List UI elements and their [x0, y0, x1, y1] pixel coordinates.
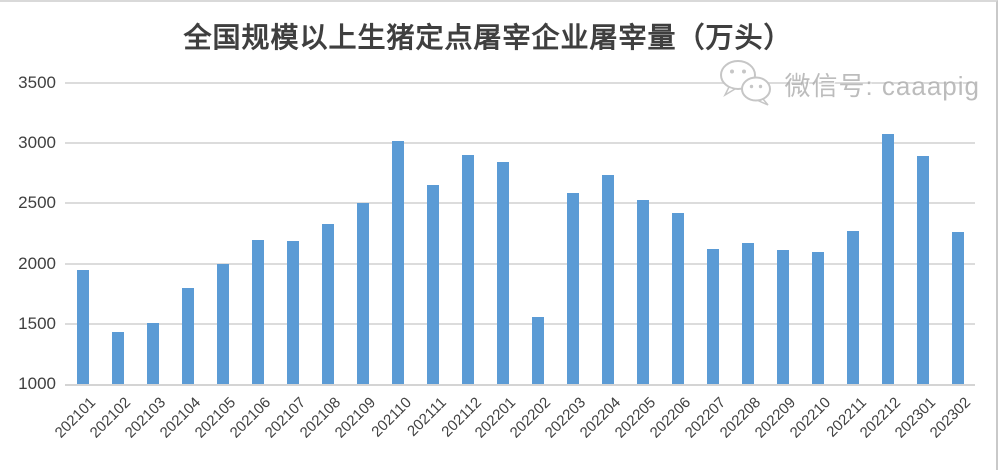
bar-202110 — [391, 140, 404, 384]
bar-202101 — [76, 269, 89, 384]
gridline-2500 — [65, 202, 975, 205]
bar-202104 — [181, 287, 194, 384]
gridline-2000 — [65, 262, 975, 265]
y-axis-tick-label: 2500 — [18, 193, 56, 213]
bar-202111 — [426, 185, 439, 384]
bar-202206 — [671, 213, 684, 384]
y-axis-tick-label: 1500 — [18, 313, 56, 333]
bar-202203 — [566, 192, 579, 384]
bar-202108 — [321, 223, 334, 384]
gridline-1500 — [65, 322, 975, 325]
bar-202201 — [496, 161, 509, 384]
plot-area — [65, 82, 975, 386]
bar-202102 — [111, 332, 124, 384]
x-axis-line — [65, 384, 975, 386]
bar-202109 — [356, 202, 369, 384]
y-axis-tick-label: 1000 — [18, 374, 56, 393]
bar-202105 — [216, 263, 229, 384]
bar-202207 — [706, 249, 719, 384]
bar-202205 — [636, 199, 649, 384]
y-axis-tick-label: 3000 — [18, 133, 56, 153]
bar-202212 — [881, 133, 894, 384]
gridline-3000 — [65, 142, 975, 145]
bar-202112 — [461, 155, 474, 384]
y-axis-tick-label: 3500 — [18, 73, 56, 92]
chart-title: 全国规模以上生猪定点屠宰企业屠宰量（万头） — [183, 23, 793, 54]
bar-202301 — [916, 155, 929, 384]
bar-202210 — [811, 251, 824, 384]
bar-202204 — [601, 174, 614, 384]
bar-202106 — [251, 239, 264, 384]
bar-202107 — [286, 240, 299, 384]
bar-202208 — [741, 243, 754, 384]
y-axis-tick-label: 2000 — [18, 253, 56, 273]
bar-202103 — [146, 323, 159, 384]
gridline-3500 — [65, 82, 975, 84]
bar-202202 — [531, 316, 544, 384]
bar-202211 — [846, 231, 859, 384]
bar-202302 — [951, 232, 964, 384]
bar-202209 — [776, 249, 789, 384]
